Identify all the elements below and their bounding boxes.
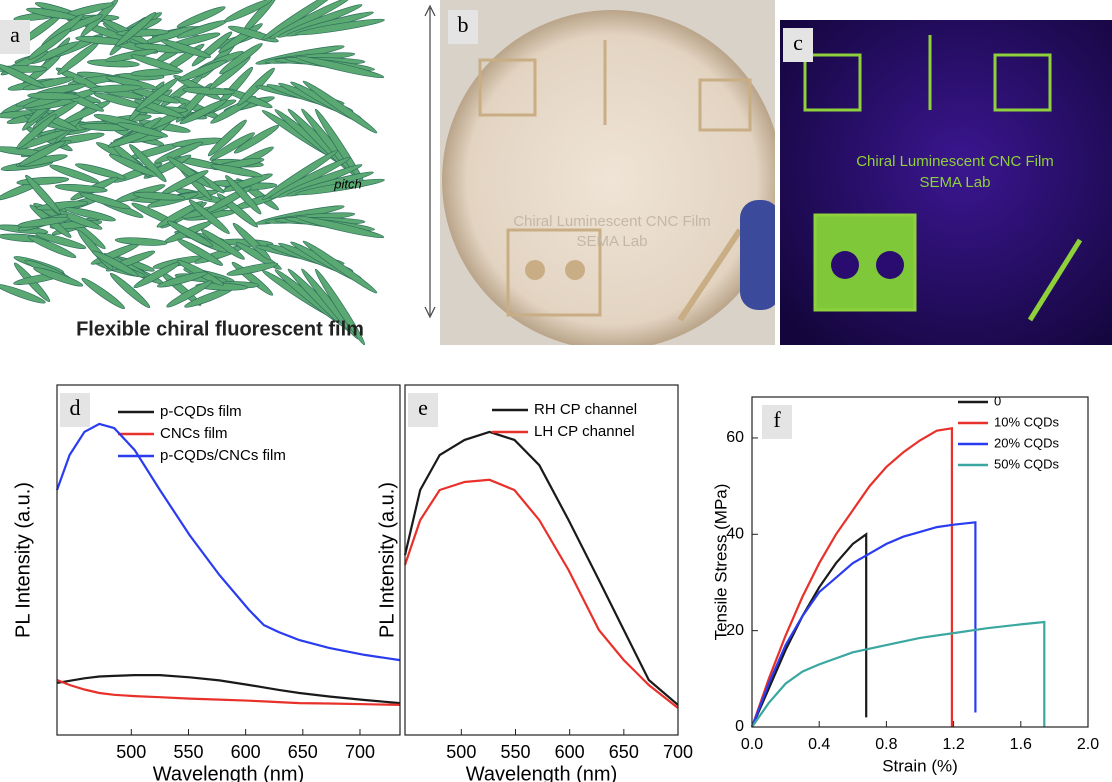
rod [76,228,116,272]
x-tick-label: 550 [173,742,203,762]
dish-text: SEMA Lab [577,233,648,250]
x-tick-label: 0.8 [875,736,897,753]
panel-label: f [773,407,781,432]
x-axis-title: Wavelength (nm) [466,763,618,782]
y-axis-title: Tensile Stress (MPa) [711,484,730,641]
y-axis-title: PL Intensity (a.u.) [376,482,398,638]
panel-label: e [418,395,428,420]
panel-label: d [70,395,81,420]
x-tick-label: 2.0 [1077,736,1099,753]
series-line [752,522,975,727]
y-tick-label: 0 [735,718,744,735]
x-tick-label: 0.0 [741,736,763,753]
x-tick-label: 700 [663,742,693,762]
x-axis-title: Strain (%) [882,756,958,775]
panel-label: c [793,30,803,55]
series-line [405,480,678,708]
caption: Flexible chiral fluorescent film [76,318,364,340]
x-axis-title: Wavelength (nm) [153,763,305,782]
legend-label: 10% CQDs [994,414,1060,429]
dish-text: Chiral Luminescent CNC Film [513,213,711,230]
panel-label: a [10,22,20,47]
x-tick-label: 1.2 [942,736,964,753]
rod [115,236,167,246]
pitch-label: pitch [333,176,361,191]
panel-b-photo [440,0,782,350]
x-tick-label: 650 [609,742,639,762]
legend-label: p-CQDs film [160,403,242,420]
panel-a-illustration [0,0,385,347]
uv-text: SEMA Lab [920,174,991,191]
page: pitch Flexible chiral fluorescent film C… [0,0,1112,782]
series-line [57,680,400,705]
x-tick-label: 0.4 [808,736,830,753]
x-tick-label: 550 [500,742,530,762]
series-line [405,432,678,705]
uv-text: Chiral Luminescent CNC Film [856,153,1054,170]
panel-label: b [458,12,469,37]
y-axis-title: PL Intensity (a.u.) [12,482,34,638]
figure: pitch Flexible chiral fluorescent film C… [0,0,1112,782]
x-tick-label: 600 [231,742,261,762]
legend-label: 20% CQDs [994,435,1060,450]
rod [182,86,234,96]
legend-label: 0 [994,393,1001,408]
x-tick-label: 700 [345,742,375,762]
x-tick-label: 500 [446,742,476,762]
legend-label: RH CP channel [534,401,637,418]
legend-label: 50% CQDs [994,456,1060,471]
legend-label: CNCs film [160,425,228,442]
x-tick-label: 650 [288,742,318,762]
x-tick-label: 500 [116,742,146,762]
x-tick-label: 600 [555,742,585,762]
series-line [752,622,1044,727]
legend-label: LH CP channel [534,423,635,440]
series-line [752,534,866,727]
series-line [752,428,952,727]
y-tick-label: 60 [726,429,744,446]
legend-label: p-CQDs/CNCs film [160,447,286,464]
x-tick-label: 1.6 [1010,736,1032,753]
